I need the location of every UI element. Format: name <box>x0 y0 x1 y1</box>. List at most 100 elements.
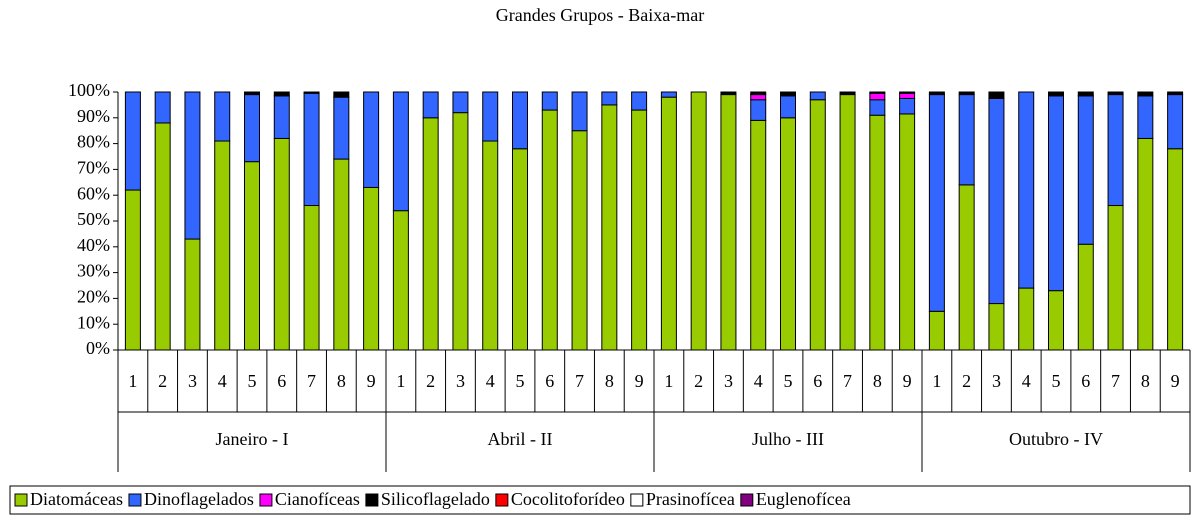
x-tick-label: 9 <box>1171 371 1180 391</box>
y-tick-label: 60% <box>77 183 110 203</box>
bar-segment <box>303 92 320 207</box>
x-tick-label: 7 <box>307 371 316 391</box>
x-tick-label: 8 <box>873 371 882 391</box>
x-tick-label: 7 <box>843 371 852 391</box>
x-tick-label: 6 <box>277 371 286 391</box>
x-tick-label: 8 <box>605 371 614 391</box>
bar-segment <box>631 109 648 351</box>
y-tick-label: 40% <box>77 235 110 255</box>
x-tick-label: 1 <box>128 371 137 391</box>
bar-segment <box>720 91 737 96</box>
x-tick-label: 7 <box>575 371 584 391</box>
legend-swatch <box>630 493 644 507</box>
x-tick-label: 3 <box>188 371 197 391</box>
x-tick-label: 9 <box>635 371 644 391</box>
x-tick-label: 3 <box>456 371 465 391</box>
bar-segment <box>869 91 886 94</box>
bar-segment <box>690 91 707 351</box>
x-tick-label: 1 <box>932 371 941 391</box>
legend-label: Euglenofícea <box>756 489 851 509</box>
bar-segment <box>750 99 767 121</box>
x-tick-label: 6 <box>545 371 554 391</box>
bar-segment <box>244 161 260 351</box>
bar-segment <box>750 91 767 96</box>
bar-segment <box>392 210 409 351</box>
x-tick-label: 3 <box>724 371 733 391</box>
bar-segment <box>154 91 171 124</box>
bar-segment <box>422 117 439 351</box>
bar-segment <box>1077 243 1094 351</box>
legend-swatch <box>14 493 28 507</box>
bar-segment <box>1137 137 1154 351</box>
bar-segment <box>928 310 945 351</box>
y-tick-label: 10% <box>77 312 110 332</box>
bar-segment <box>899 91 916 94</box>
y-tick-label: 90% <box>77 106 110 126</box>
bar-segment <box>720 94 737 351</box>
x-tick-label: 1 <box>664 371 673 391</box>
bar-segment <box>303 205 320 351</box>
bar-segment <box>601 104 618 351</box>
x-tick-label: 7 <box>1111 371 1120 391</box>
bar-segment <box>124 91 141 191</box>
x-tick-label: 4 <box>754 371 763 391</box>
bar-segment <box>750 119 767 351</box>
group-label: Julho - III <box>752 429 824 449</box>
bar-segment <box>422 91 439 119</box>
bar-segment <box>273 137 290 351</box>
bar-segment <box>303 91 320 94</box>
x-tick-label: 9 <box>903 371 912 391</box>
bar-segment <box>899 92 916 99</box>
bar-segment <box>988 303 1005 351</box>
bar-segment <box>631 91 648 111</box>
bar-segment <box>452 112 469 351</box>
x-tick-label: 6 <box>813 371 822 391</box>
bar-segment <box>780 91 796 97</box>
legend-label: Silicoflagelado <box>381 489 490 509</box>
bar-segment <box>839 91 856 96</box>
chart-title: Grandes Grupos - Baixa-mar <box>496 5 704 25</box>
group-label: Janeiro - I <box>216 429 289 449</box>
group-label: Outubro - IV <box>1009 429 1103 449</box>
bar-segment <box>899 97 916 115</box>
legend-label: Diatomáceas <box>30 489 123 509</box>
bar-segment <box>482 91 499 142</box>
x-tick-label: 2 <box>426 371 435 391</box>
legend-box <box>9 485 1191 515</box>
bar-segment <box>660 96 677 351</box>
legend-swatch <box>128 493 142 507</box>
bar-segment <box>1137 91 1154 97</box>
bar-segment <box>1077 95 1094 245</box>
bar-segment <box>1137 95 1154 139</box>
bar-segment <box>214 91 231 142</box>
bar-segment <box>869 92 886 101</box>
y-tick-label: 100% <box>68 80 110 100</box>
group-label: Abril - II <box>488 429 553 449</box>
bar-segment <box>512 148 528 351</box>
x-tick-label: 2 <box>158 371 167 391</box>
legend-swatch <box>259 493 273 507</box>
bar-segment <box>958 184 975 351</box>
bar-segment <box>988 97 1005 305</box>
x-tick-label: 6 <box>1081 371 1090 391</box>
legend-label: Cianofíceas <box>275 489 360 509</box>
bar-segment <box>988 91 1005 99</box>
legend-swatch <box>740 493 754 507</box>
bar-segment <box>273 91 290 97</box>
y-tick-label: 50% <box>77 209 110 229</box>
bar-segment <box>750 94 767 101</box>
bar-segment <box>1048 91 1064 97</box>
bar-segment <box>184 238 201 351</box>
x-tick-label: 5 <box>516 371 525 391</box>
bar-segment <box>869 114 886 351</box>
x-tick-label: 2 <box>694 371 703 391</box>
y-tick-label: 0% <box>86 338 110 358</box>
bar-segment <box>1167 148 1184 351</box>
bar-segment <box>780 117 796 351</box>
bar-segment <box>899 113 916 351</box>
y-tick-label: 80% <box>77 132 110 152</box>
legend-swatch <box>495 493 509 507</box>
bar-segment <box>958 91 975 96</box>
legend-label: Prasinofícea <box>646 489 735 509</box>
